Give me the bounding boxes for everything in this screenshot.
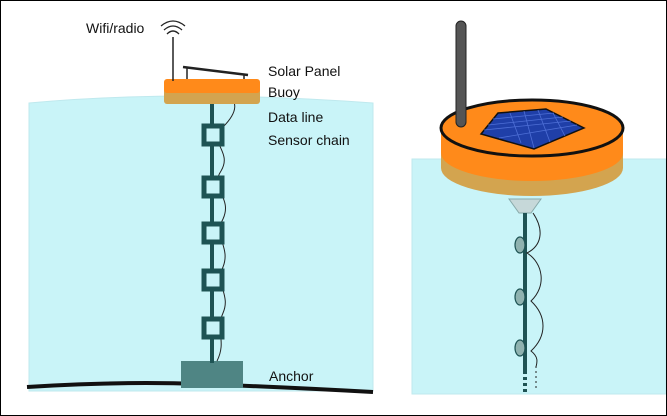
sensor-unit [201, 316, 225, 340]
label-anchor: Anchor [269, 368, 314, 384]
label-wifi-radio: Wifi/radio [86, 20, 145, 36]
chain-connector [508, 198, 542, 214]
sensor-units [201, 123, 225, 340]
sensor-unit [201, 175, 225, 199]
left-buoy-top [164, 79, 260, 93]
sensor-unit [201, 268, 225, 292]
sensor-unit [201, 123, 225, 147]
left-solar-panel [182, 65, 249, 79]
label-solar-panel: Solar Panel [268, 63, 341, 79]
right-water [411, 158, 666, 395]
sensor-unit [201, 221, 225, 245]
sensor-puck [514, 339, 526, 357]
sensor-puck [514, 288, 526, 306]
sensor-puck [514, 236, 526, 254]
label-buoy: Buoy [268, 84, 300, 100]
wifi-icon [160, 20, 186, 35]
anchor-block [181, 361, 243, 388]
right-sensors [514, 236, 526, 357]
right-solar-panel [479, 108, 586, 150]
label-data-line: Data line [268, 109, 324, 125]
right-data-line [525, 212, 544, 368]
label-sensor-chain: Sensor chain [268, 132, 350, 148]
right-antenna [455, 20, 467, 128]
